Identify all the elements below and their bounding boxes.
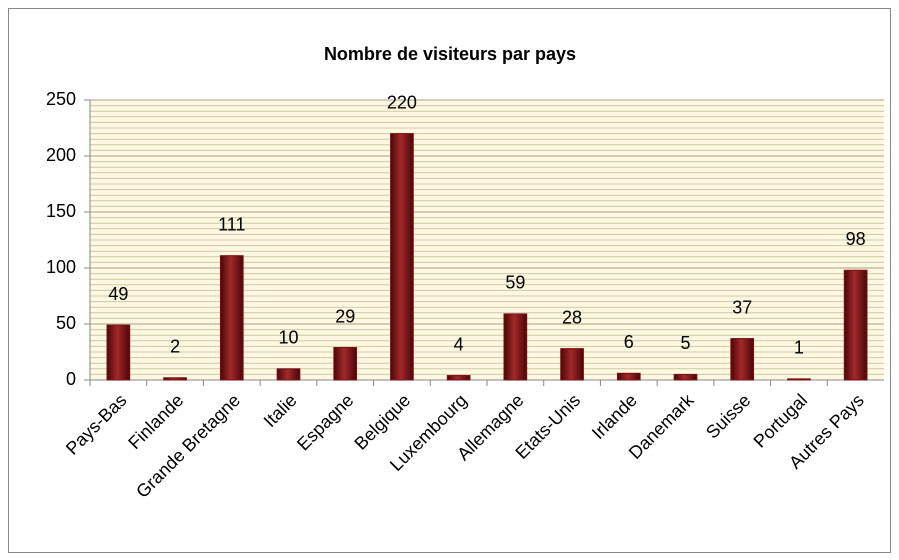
data-label: 5 — [680, 333, 690, 353]
data-label: 1 — [794, 338, 804, 358]
data-label: 37 — [732, 297, 752, 317]
bar — [730, 338, 755, 381]
data-label: 98 — [846, 229, 866, 249]
y-tick-label: 200 — [46, 145, 76, 165]
bar — [560, 348, 584, 381]
bar — [333, 347, 358, 381]
y-tick-label: 100 — [46, 257, 76, 277]
data-label: 28 — [562, 307, 582, 327]
bar — [390, 133, 414, 381]
y-tick-label: 250 — [46, 89, 76, 109]
data-label: 6 — [624, 332, 634, 352]
bar — [106, 324, 131, 381]
data-label: 49 — [108, 284, 128, 304]
chart-title: Nombre de visiteurs par pays — [324, 44, 576, 64]
bar — [276, 368, 301, 381]
data-label: 220 — [387, 92, 417, 112]
bar — [843, 269, 868, 381]
y-tick-label: 0 — [66, 369, 76, 389]
bar — [673, 373, 698, 381]
bar — [219, 255, 244, 381]
bar — [163, 377, 187, 381]
data-label: 111 — [218, 214, 245, 234]
data-label: 59 — [505, 273, 525, 293]
bar — [503, 313, 528, 381]
data-label: 4 — [454, 334, 464, 354]
data-label: 29 — [335, 306, 355, 326]
y-tick-label: 150 — [46, 201, 76, 221]
bar — [446, 375, 471, 381]
y-tick-label: 50 — [56, 313, 76, 333]
data-label: 10 — [278, 328, 298, 348]
data-label: 2 — [170, 337, 180, 357]
bar — [787, 378, 811, 381]
bar — [616, 372, 641, 381]
